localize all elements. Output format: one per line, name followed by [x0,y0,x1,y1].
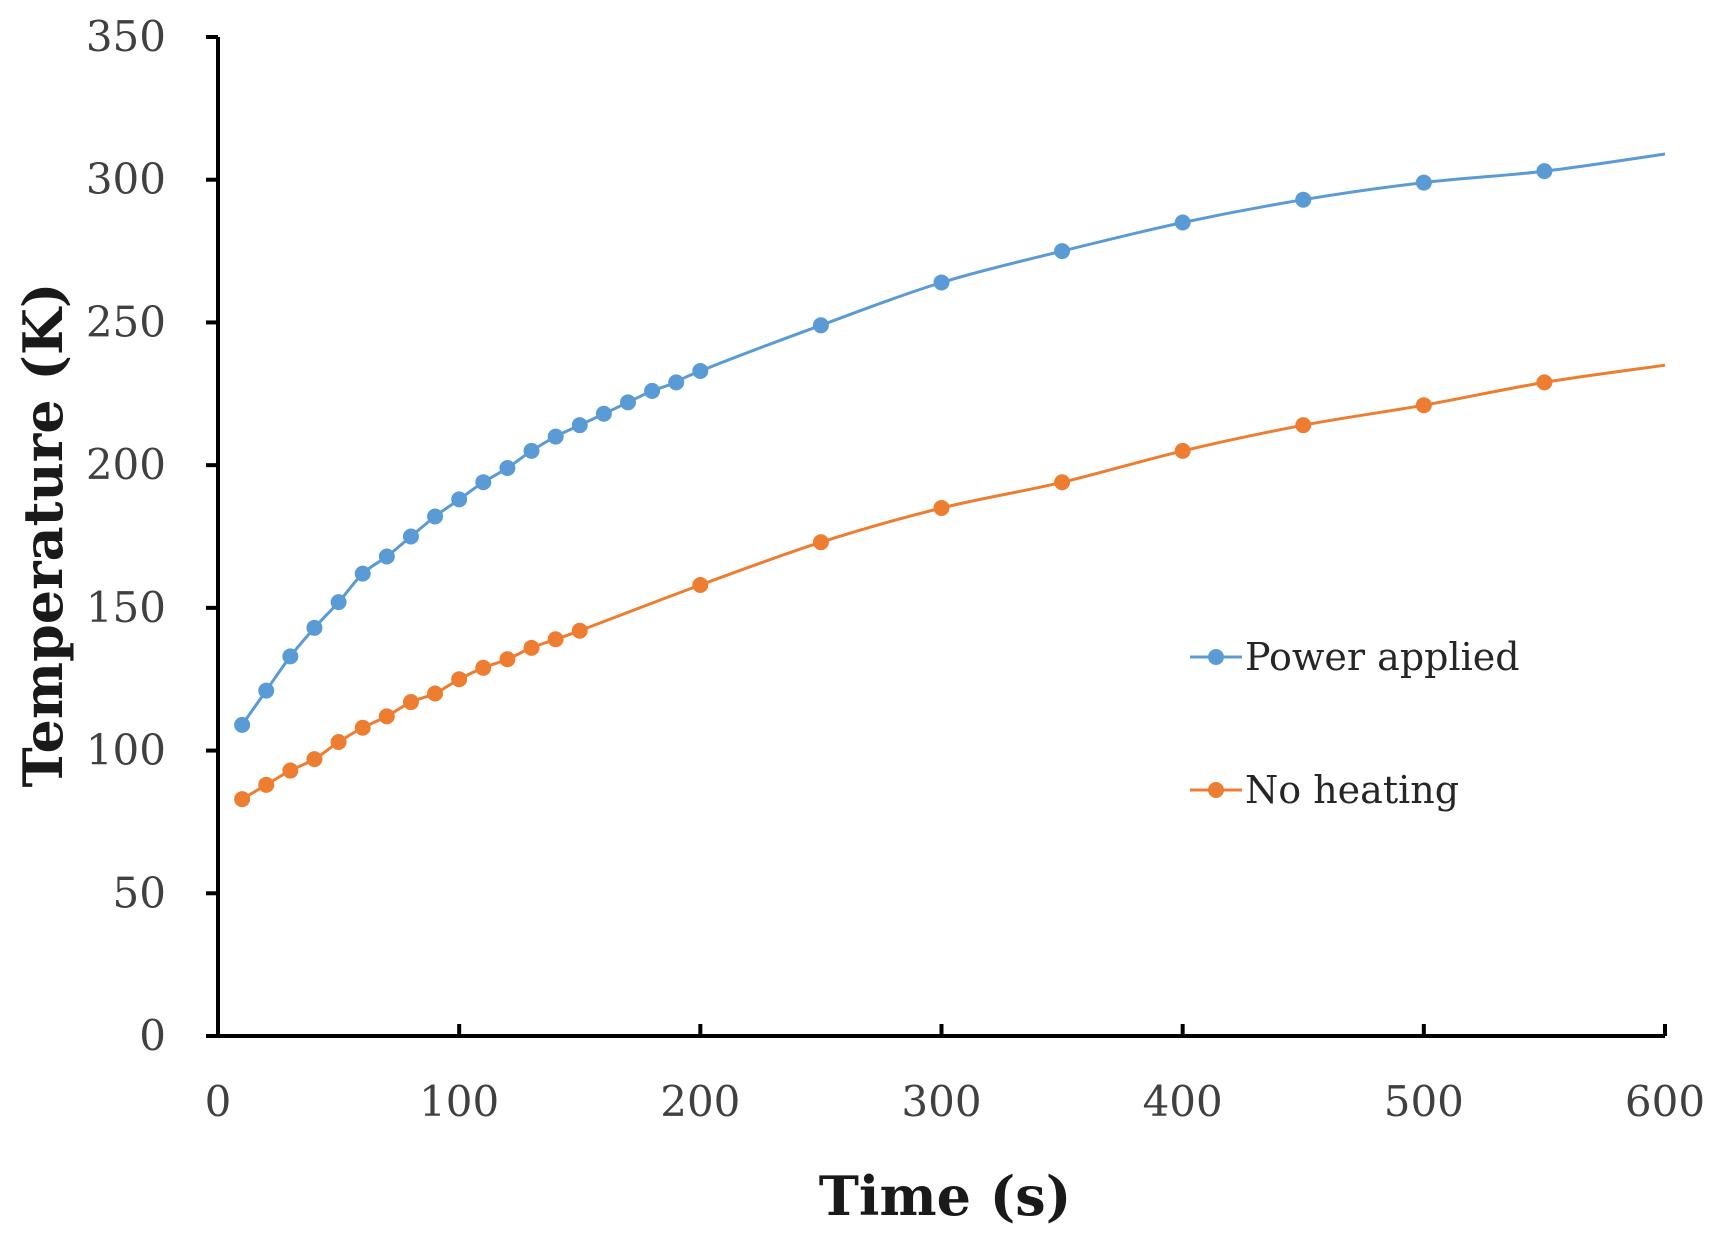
data-point-power-applied [330,594,347,611]
data-point-no-heating [1295,417,1312,434]
axes [216,37,1665,1038]
data-point-power-applied [523,442,540,459]
y-axis-title: Temperature (K) [11,283,75,788]
data-point-power-applied [354,565,371,582]
ticks: 0 50 100 150 200 250 300 350 0 100 200 300 400 500 600 [86,12,1705,1126]
data-point-no-heating [571,622,588,639]
y-tick-label: 250 [86,297,166,346]
legend-label-power-applied: Power applied [1245,635,1520,679]
data-point-no-heating [1054,474,1071,491]
data-point-power-applied [1536,163,1553,180]
data-point-no-heating [378,708,395,725]
y-tick-label: 200 [86,440,166,489]
data-point-no-heating [1536,374,1553,391]
data-point-power-applied [644,382,661,399]
data-point-power-applied [378,548,395,565]
x-tick-label: 600 [1625,1077,1705,1126]
data-point-power-applied [282,648,299,665]
data-point-no-heating [306,751,323,768]
data-point-power-applied [402,528,419,545]
data-point-power-applied [1054,243,1071,260]
series-power-applied [234,152,1666,733]
data-point-no-heating [475,659,492,676]
data-point-power-applied [1295,191,1312,208]
data-point-no-heating [354,719,371,736]
data-point-no-heating [812,534,829,551]
data-point-power-applied [692,362,709,379]
data-point-power-applied [234,716,251,733]
x-axis-title: Time (s) [819,1164,1072,1228]
data-point-no-heating [499,651,516,668]
x-tick-label: 0 [205,1077,232,1126]
data-point-no-heating [1174,442,1191,459]
data-point-no-heating [330,734,347,751]
y-tick-label: 50 [113,868,166,917]
data-point-power-applied [595,405,612,422]
data-point-no-heating [933,499,950,516]
y-tick-label: 150 [86,583,166,632]
series-line-no-heating [241,363,1666,801]
data-point-no-heating [451,671,468,688]
series-no-heating [234,363,1666,808]
data-point-no-heating [282,762,299,779]
data-point-power-applied [668,374,685,391]
legend-label-no-heating: No heating [1245,768,1459,812]
data-point-power-applied [547,428,564,445]
x-tick-label: 200 [660,1077,740,1126]
data-point-power-applied [571,417,588,434]
legend-marker-no-heating [1208,782,1224,798]
series-layer [234,152,1666,808]
y-tick-label: 350 [86,12,166,61]
data-point-power-applied [306,619,323,636]
data-point-power-applied [451,491,468,508]
data-point-no-heating [258,776,275,793]
x-tick-label: 300 [901,1077,981,1126]
data-point-power-applied [1174,214,1191,231]
y-tick-label: 100 [86,726,166,775]
data-point-power-applied [258,682,275,699]
data-point-power-applied [475,474,492,491]
legend-marker-power-applied [1208,649,1224,665]
data-point-power-applied [499,459,516,476]
x-tick-label: 500 [1384,1077,1464,1126]
data-point-no-heating [427,685,444,702]
data-point-no-heating [547,631,564,648]
data-point-no-heating [402,694,419,711]
legend-item-no-heating: No heating [1190,768,1459,812]
data-point-no-heating [692,577,709,594]
y-tick-label: 0 [139,1011,166,1060]
legend-item-power-applied: Power applied [1190,635,1520,679]
data-point-no-heating [234,791,251,808]
data-point-no-heating [1415,397,1432,414]
x-tick-label: 400 [1143,1077,1223,1126]
y-tick-label: 300 [86,155,166,204]
data-point-power-applied [427,508,444,525]
data-point-no-heating [523,639,540,656]
data-point-power-applied [619,394,636,411]
data-point-power-applied [933,274,950,291]
x-tick-label: 100 [419,1077,499,1126]
legend: Power applied No heating [1190,635,1520,812]
data-point-power-applied [812,317,829,334]
data-point-power-applied [1415,174,1432,191]
